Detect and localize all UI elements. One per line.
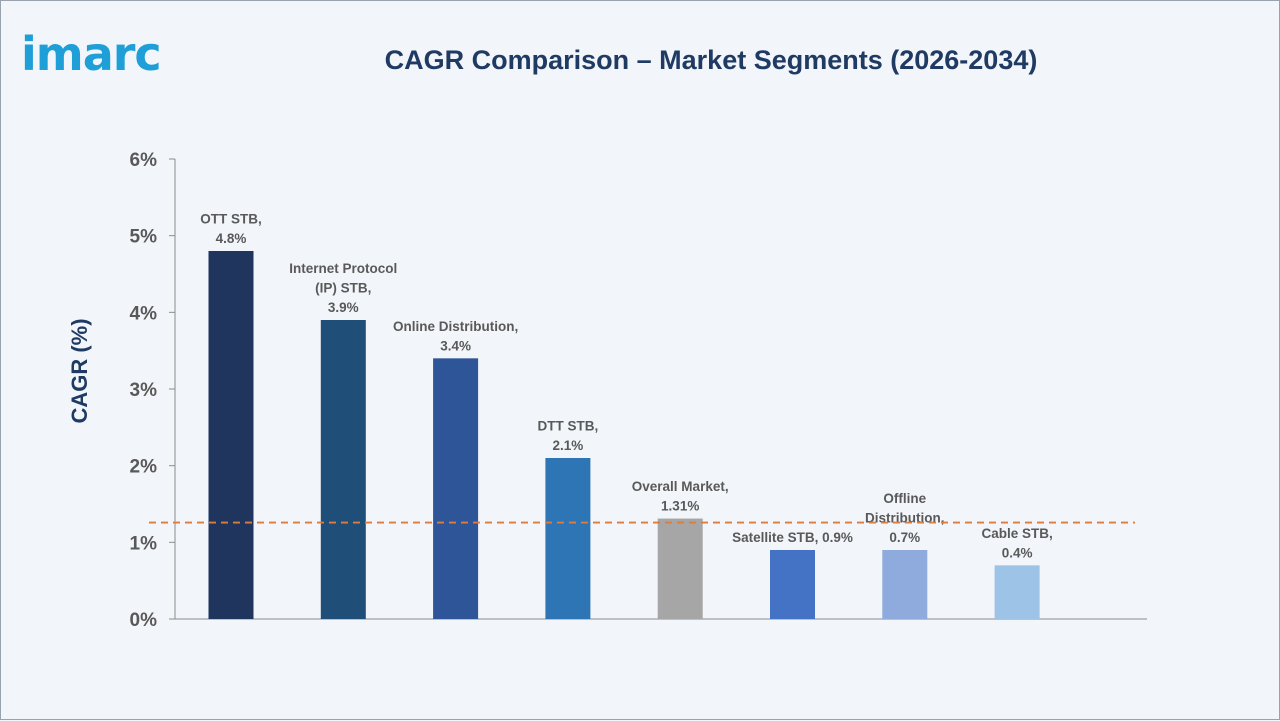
- y-tick-label: 0%: [130, 610, 158, 631]
- chart-title: CAGR Comparison – Market Segments (2026-…: [384, 45, 1038, 75]
- bar-1: [320, 320, 366, 619]
- data-label: Online Distribution,: [393, 319, 518, 334]
- data-label: 2.1%: [553, 438, 584, 453]
- data-label: DTT STB,: [538, 419, 599, 434]
- data-label: 3.4%: [440, 338, 471, 353]
- data-label: Satellite STB, 0.9%: [732, 530, 853, 545]
- data-label: Overall Market,: [632, 479, 729, 494]
- bar-0: [208, 251, 254, 619]
- data-label: Cable STB,: [981, 526, 1052, 541]
- data-label: 0.7%: [889, 530, 920, 545]
- bar-5: [770, 550, 815, 619]
- data-label: Offline: [883, 491, 926, 506]
- y-tick-label: 2%: [130, 457, 158, 478]
- bar-2: [433, 358, 479, 619]
- y-tick-label: 6%: [130, 150, 158, 171]
- logo-text: imarc: [21, 27, 162, 81]
- data-label: 4.8%: [216, 231, 247, 246]
- data-label: 0.4%: [1002, 545, 1033, 560]
- y-tick-label: 1%: [130, 533, 158, 554]
- data-label: OTT STB,: [200, 212, 262, 227]
- data-label: 3.9%: [328, 300, 359, 315]
- data-label: 1.31%: [661, 499, 699, 514]
- bar-7: [994, 565, 1040, 619]
- bar-6: [882, 550, 928, 619]
- data-label: Internet Protocol: [289, 261, 397, 276]
- y-tick-label: 4%: [130, 303, 158, 324]
- imarc-logo: imarc: [21, 31, 162, 77]
- y-tick-label: 5%: [130, 227, 158, 248]
- bar-4: [657, 518, 703, 619]
- bar-3: [545, 458, 591, 619]
- data-label: (IP) STB,: [315, 281, 371, 296]
- y-axis-title: CAGR (%): [67, 318, 92, 423]
- y-tick-label: 3%: [130, 380, 158, 401]
